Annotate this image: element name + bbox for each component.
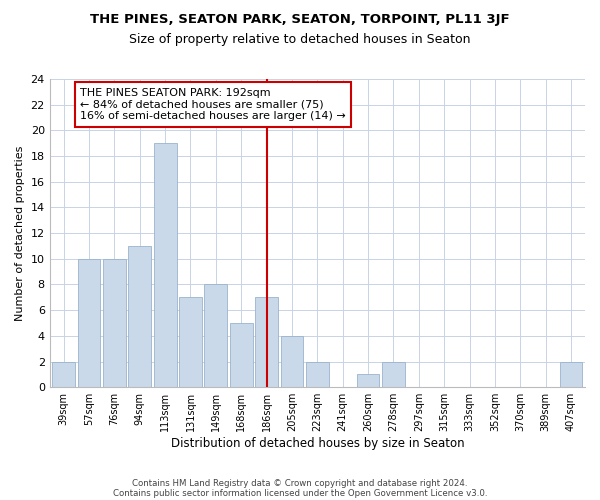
Bar (230, 323, 253, 387)
Bar (154, 143, 176, 387)
Bar (103, 259, 126, 387)
Bar (179, 298, 202, 387)
Bar (306, 362, 329, 387)
X-axis label: Distribution of detached houses by size in Seaton: Distribution of detached houses by size … (170, 437, 464, 450)
Text: Contains public sector information licensed under the Open Government Licence v3: Contains public sector information licen… (113, 488, 487, 498)
Bar (560, 362, 583, 387)
Bar (255, 298, 278, 387)
Text: THE PINES, SEATON PARK, SEATON, TORPOINT, PL11 3JF: THE PINES, SEATON PARK, SEATON, TORPOINT… (90, 12, 510, 26)
Bar (205, 284, 227, 387)
Bar (128, 246, 151, 387)
Text: Size of property relative to detached houses in Seaton: Size of property relative to detached ho… (129, 32, 471, 46)
Bar (77, 259, 100, 387)
Bar (281, 336, 304, 387)
Y-axis label: Number of detached properties: Number of detached properties (15, 146, 25, 321)
Text: THE PINES SEATON PARK: 192sqm
← 84% of detached houses are smaller (75)
16% of s: THE PINES SEATON PARK: 192sqm ← 84% of d… (80, 88, 346, 121)
Bar (382, 362, 405, 387)
Bar (356, 374, 379, 387)
Text: Contains HM Land Registry data © Crown copyright and database right 2024.: Contains HM Land Registry data © Crown c… (132, 478, 468, 488)
Bar (52, 362, 75, 387)
